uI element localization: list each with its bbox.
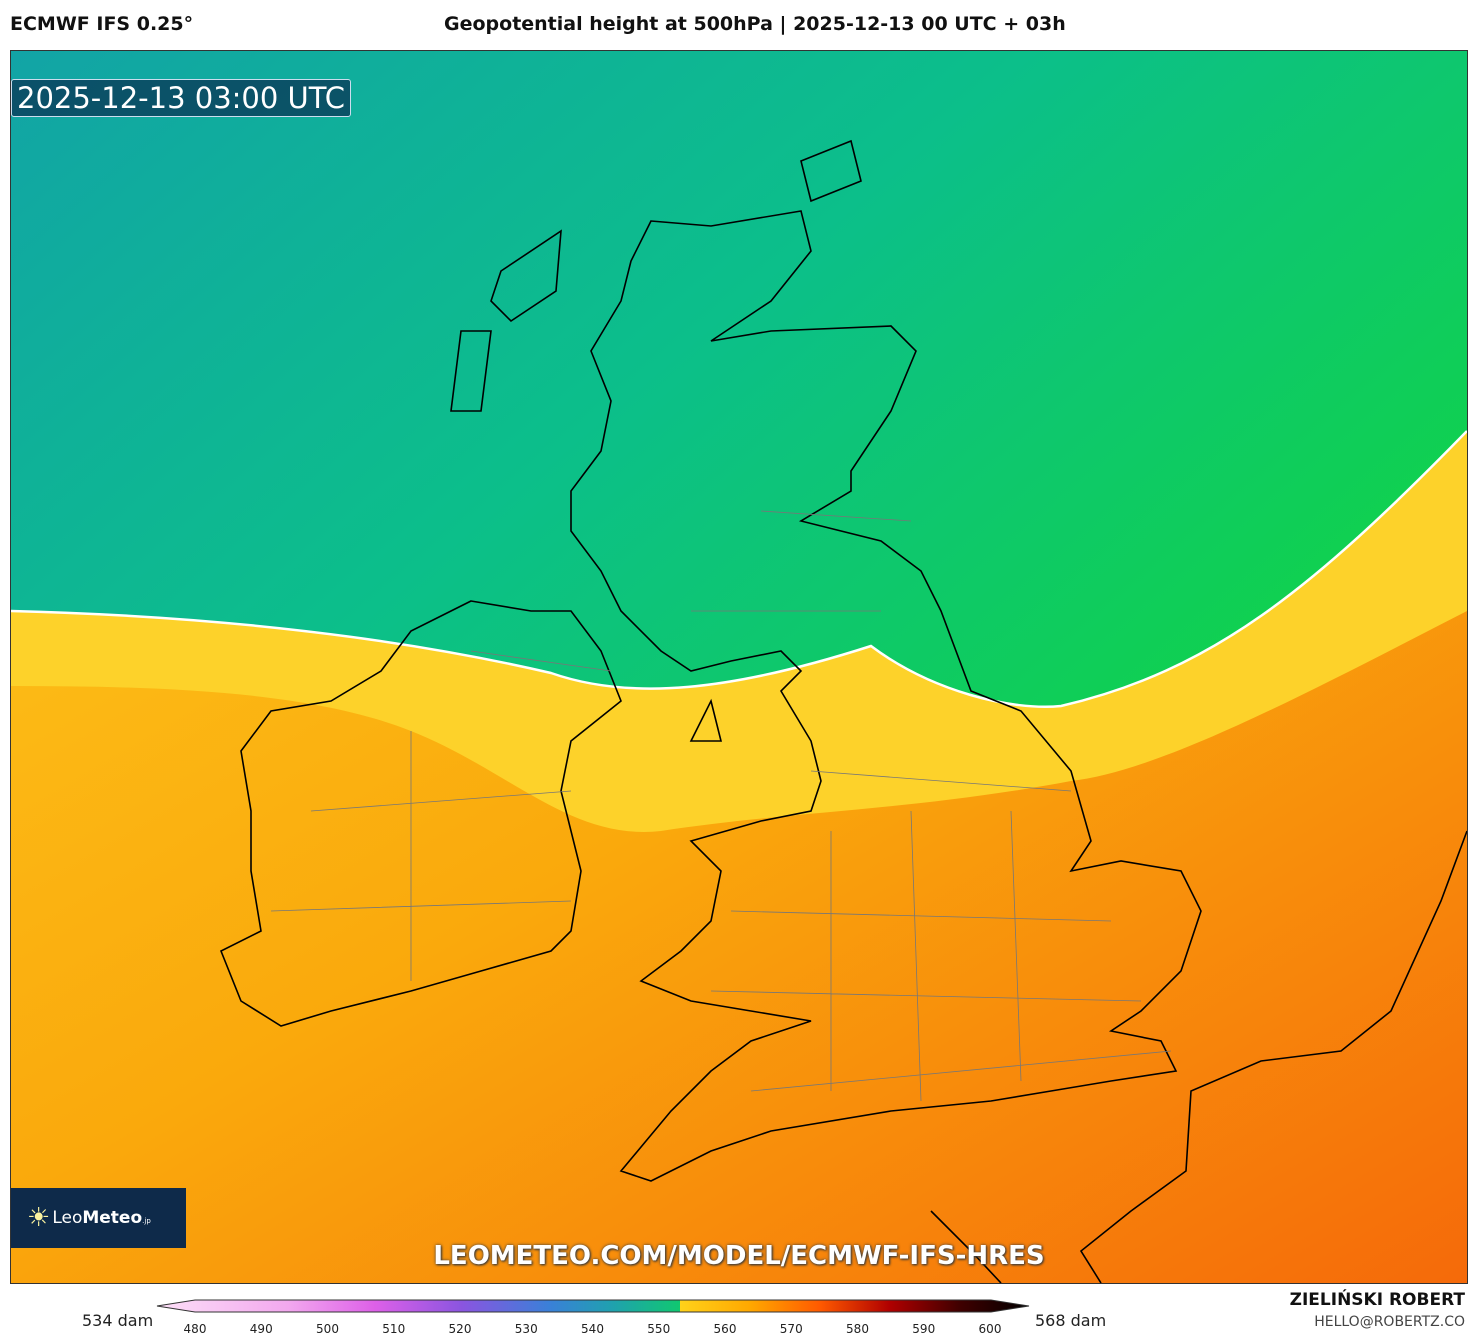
logo-suffix: .jp (142, 1217, 151, 1225)
map-panel[interactable]: 2025-12-13 03:00 UTC ☀ Leo Meteo .jp LEOME… (10, 50, 1468, 1284)
colorbar-tick-label: 590 (912, 1322, 936, 1336)
colorbar-tick-label: 480 (183, 1322, 207, 1336)
admin-borders (270, 510, 1172, 1102)
valid-time-label: 2025-12-13 03:00 UTC (11, 79, 352, 117)
colorbar-tick-label: 510 (382, 1322, 406, 1336)
logo-text-bold: Meteo (82, 1208, 143, 1228)
colorbar-tick-label: 520 (448, 1322, 472, 1336)
colorbar (156, 1299, 1030, 1313)
colorbar-tick-label: 490 (249, 1322, 273, 1336)
colorbar-tick-label: 540 (581, 1322, 604, 1336)
model-name: ECMWF IFS 0.25° (10, 13, 194, 35)
leometeo-logo[interactable]: ☀ Leo Meteo .jp (11, 1188, 186, 1248)
hebrides-coast (450, 229, 562, 412)
continent-coast (930, 830, 1467, 1283)
colorbar-tick-label: 560 (713, 1322, 737, 1336)
author-email[interactable]: HELLO@ROBERTZ.CO (1314, 1314, 1465, 1330)
colorbar-max-label: 568 dam (1035, 1311, 1107, 1330)
contour-552 (11, 430, 1467, 708)
source-url[interactable]: LEOMETEO.COM/MODEL/ECMWF-IFS-HRES (433, 1241, 1045, 1271)
colorbar-tick-label: 600 (978, 1322, 1002, 1336)
height-field (11, 51, 1467, 1283)
colorbar-tick-label: 550 (647, 1322, 671, 1336)
orkney-shetland-coast (800, 139, 862, 203)
colorbar-min-label: 534 dam (82, 1311, 154, 1330)
chart-title: Geopotential height at 500hPa | 2025-12-… (444, 13, 1066, 35)
colorbar-tick-label: 580 (846, 1322, 869, 1336)
ireland-coast (219, 600, 622, 1027)
colorbar-tick-label: 570 (779, 1322, 803, 1336)
logo-text-light: Leo (52, 1208, 83, 1228)
sun-icon: ☀ (27, 1203, 51, 1233)
author-name: ZIELIŃSKI ROBERT (1289, 1290, 1465, 1310)
isle-of-man-coast (689, 698, 723, 742)
colorbar-tick-label: 530 (514, 1322, 538, 1336)
coastlines (219, 139, 1467, 1283)
field-yellow-band (11, 431, 1467, 832)
great-britain-coast (570, 210, 1202, 1182)
colorbar-tick-label: 500 (316, 1322, 339, 1336)
